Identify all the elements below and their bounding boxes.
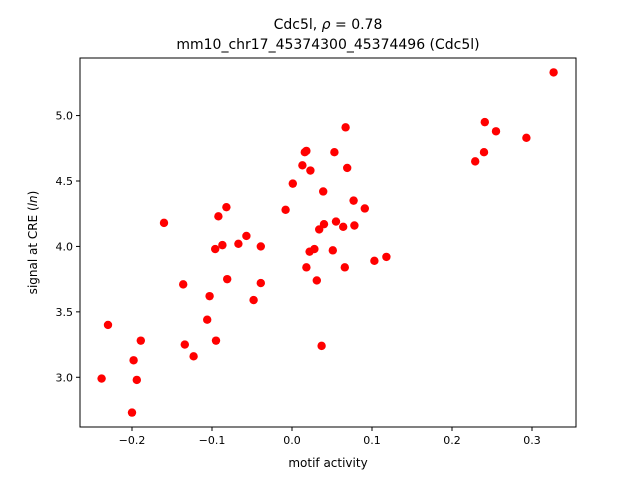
data-point: [340, 263, 349, 272]
data-point: [205, 291, 214, 301]
data-point: [319, 219, 329, 229]
data-point: [256, 242, 265, 251]
x-tick-label: 0.3: [523, 434, 541, 447]
plot-frame: [79, 57, 577, 428]
data-point: [319, 187, 328, 196]
data-point: [370, 256, 379, 266]
data-point: [331, 217, 341, 226]
data-point: [242, 231, 251, 241]
y-tick-label: 4.0: [56, 240, 74, 253]
y-tick-label: 3.0: [56, 371, 74, 384]
data-point: [328, 246, 337, 255]
data-point: [180, 340, 189, 349]
data-point: [317, 341, 326, 351]
data-point: [310, 244, 319, 254]
data-point: [288, 179, 297, 188]
x-tick-label: −0.2: [119, 434, 146, 447]
y-axis-ticks: 3.0 3.5 4.0 4.5 5.0: [56, 110, 80, 384]
data-point: [298, 161, 307, 170]
data-point: [312, 276, 321, 285]
x-tick-label: 0.0: [283, 434, 301, 447]
data-point: [479, 148, 489, 157]
data-point: [222, 202, 231, 212]
data-point: [306, 166, 315, 175]
data-points: [97, 68, 558, 417]
y-tick-label: 3.5: [56, 306, 74, 319]
data-point: [382, 252, 391, 262]
data-point: [218, 240, 227, 250]
data-point: [281, 205, 290, 214]
chart-title-line2: mm10_chr17_45374300_45374496 (Cdc5l): [176, 37, 479, 53]
data-point: [349, 196, 358, 205]
data-point: [132, 375, 141, 385]
data-point: [341, 123, 350, 132]
data-point: [339, 222, 348, 231]
data-point: [179, 280, 188, 289]
data-point: [491, 127, 501, 136]
data-point: [234, 239, 243, 249]
data-point: [350, 221, 359, 230]
data-point: [214, 212, 223, 221]
chart-title-line1: Cdc5l, ρ = 0.78: [274, 17, 383, 33]
data-point: [330, 148, 339, 157]
data-point: [302, 146, 311, 156]
x-axis-ticks: −0.2 −0.1 0.0 0.1 0.2 0.3: [119, 427, 541, 447]
data-point: [159, 218, 169, 228]
data-point: [97, 374, 106, 383]
y-tick-label: 5.0: [56, 110, 74, 123]
data-point: [103, 320, 113, 330]
data-point: [360, 204, 369, 213]
data-point: [549, 68, 558, 77]
data-point: [302, 263, 311, 272]
x-tick-label: 0.1: [363, 434, 381, 447]
data-point: [223, 274, 232, 284]
data-point: [471, 157, 480, 166]
data-point: [522, 133, 531, 143]
x-axis-label: motif activity: [288, 456, 367, 470]
data-point: [211, 336, 221, 345]
data-point: [249, 295, 258, 305]
data-point: [256, 278, 265, 288]
x-tick-label: −0.1: [199, 434, 226, 447]
data-point: [136, 336, 145, 345]
data-point: [203, 315, 212, 324]
data-point: [343, 163, 352, 173]
data-point: [129, 356, 138, 365]
data-point: [127, 408, 137, 417]
x-tick-label: 0.2: [443, 434, 461, 447]
data-point: [211, 244, 220, 254]
y-tick-label: 4.5: [56, 175, 74, 188]
data-point: [480, 117, 489, 127]
data-point: [189, 352, 198, 361]
y-axis-label: signal at CRE (ln): [26, 191, 40, 295]
